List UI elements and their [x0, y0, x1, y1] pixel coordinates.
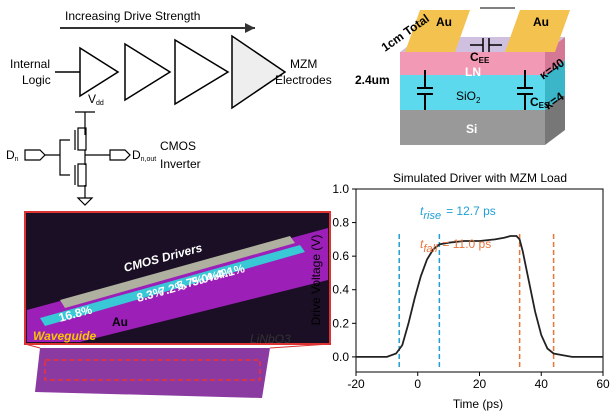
data-line	[356, 236, 603, 357]
y-tick-label: 0.6	[332, 249, 349, 263]
sio2: SiO	[456, 89, 476, 103]
din-label: Dn	[6, 148, 19, 163]
y-tick-label: 0.4	[332, 283, 349, 297]
inverter	[80, 48, 118, 96]
substrate-label: LiNbO3	[250, 332, 291, 346]
sio2-sub: 2	[476, 96, 481, 105]
cmos-label: CMOS	[160, 139, 196, 153]
nmos	[78, 164, 86, 186]
annotation-sub: rise	[423, 210, 441, 222]
chart: Simulated Driver with MZM Load Time (ps)…	[309, 171, 610, 411]
figure: Increasing Drive Strength Internal Logic…	[0, 0, 610, 413]
ground	[78, 198, 92, 205]
y-tick-label: 0.0	[332, 350, 349, 364]
height: 2.4um	[355, 73, 390, 87]
micrograph: CMOS Drivers Au Waveguide LiNbO3	[25, 212, 330, 398]
vdd: V	[88, 92, 96, 106]
internal-logic: Logic	[22, 73, 51, 87]
y-tick-label: 1.0	[332, 182, 349, 196]
ln-label: LN	[465, 65, 481, 79]
ces-sub: ES	[539, 101, 550, 110]
din: D	[6, 148, 15, 162]
cross-section: Au Au 1cm Total CEE LN κ=40 κ=4 2.4um Si…	[355, 8, 570, 145]
inverter-schematic	[25, 112, 130, 205]
annotation-text: = 12.7 ps	[446, 204, 496, 218]
internal-logic: Internal	[10, 57, 50, 71]
inverter	[232, 36, 285, 108]
mzm-label: Electrodes	[275, 73, 332, 87]
y-tick-label: 0.2	[332, 316, 349, 330]
arrow-head	[245, 23, 255, 33]
au: Au	[533, 15, 549, 29]
driver-chain: Increasing Drive Strength Internal Logic…	[10, 9, 332, 108]
dout-label: Dn,out	[132, 148, 156, 163]
y-axis-label: Drive Voltage (V)	[309, 235, 323, 326]
y-tick-label: 0.8	[332, 216, 349, 230]
din-sub: n	[15, 156, 19, 163]
au-label: Au	[112, 315, 128, 329]
inverter	[175, 40, 228, 104]
dout-sub: n,out	[141, 156, 157, 163]
chip	[35, 348, 270, 398]
annotation-text: = 11.0 ps	[442, 237, 491, 251]
inverter	[125, 44, 170, 100]
waveguide: Waveguide	[33, 329, 96, 343]
ces: C	[530, 95, 539, 109]
mzm-label: MZM	[290, 57, 317, 71]
x-tick-label: -20	[347, 377, 365, 391]
drive-label: Increasing Drive Strength	[65, 9, 200, 23]
x-axis-label: Time (ps)	[453, 397, 503, 411]
si-label: Si	[466, 122, 477, 136]
x-tick-label: 20	[473, 377, 487, 391]
output-port	[110, 150, 130, 160]
annotation: trise= 12.7 ps	[420, 204, 496, 222]
input-port	[25, 150, 45, 160]
annotation-sub: fall	[423, 243, 438, 255]
au: Au	[436, 15, 452, 29]
vdd-sub: dd	[96, 100, 104, 107]
vdd-label: Vdd	[88, 92, 104, 107]
cmos-label: Inverter	[160, 157, 201, 171]
x-tick-label: 40	[535, 377, 549, 391]
x-tick-label: 60	[596, 377, 610, 391]
annotation: tfall= 11.0 ps	[420, 237, 491, 255]
dout: D	[132, 148, 141, 162]
x-tick-label: 0	[414, 377, 421, 391]
cee-sub: EE	[479, 56, 490, 65]
chart-title: Simulated Driver with MZM Load	[393, 171, 567, 185]
cee: C	[470, 50, 479, 64]
